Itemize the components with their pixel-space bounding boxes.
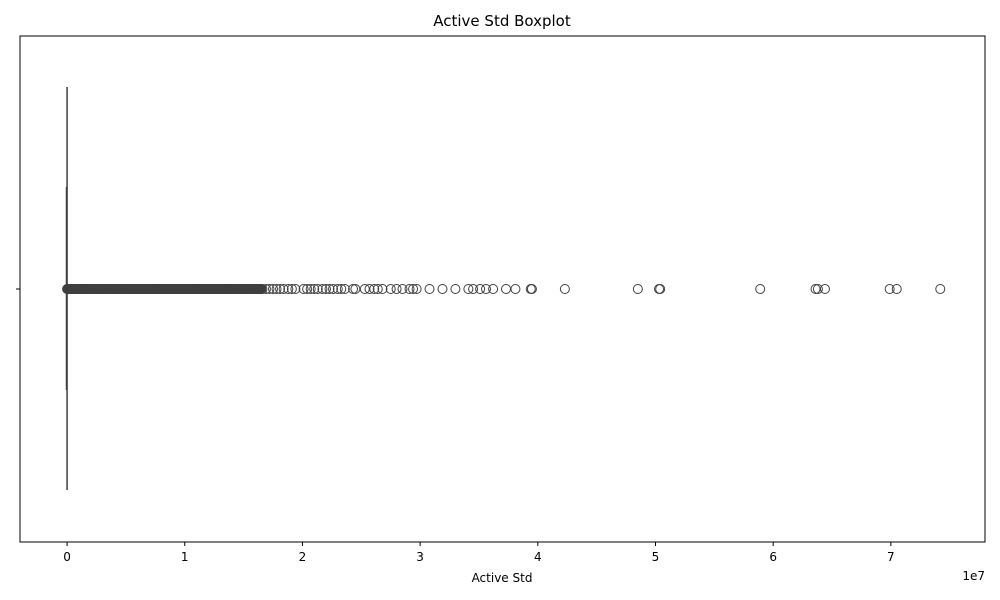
outlier-point: [275, 284, 286, 294]
outlier-point: [283, 284, 294, 294]
chart-title: Active Std Boxplot: [433, 12, 571, 30]
outlier-point: [655, 284, 666, 294]
outlier-point: [481, 284, 492, 294]
x-tick-label: 7: [887, 550, 895, 564]
outlier-point: [364, 284, 375, 294]
outlier-point: [260, 284, 271, 294]
outlier-point: [324, 284, 335, 294]
outlier-point: [278, 284, 289, 294]
outlier-point: [312, 284, 323, 294]
outlier-point: [348, 284, 359, 294]
x-axis-offset-text: 1e7: [962, 569, 985, 583]
outlier-point: [317, 284, 328, 294]
outlier-point: [369, 284, 380, 294]
outlier-point: [309, 284, 320, 294]
outlier-point: [408, 284, 419, 294]
outlier-point: [463, 284, 474, 294]
outlier-point: [286, 284, 297, 294]
outlier-point: [350, 284, 361, 294]
outlier-point: [404, 284, 415, 294]
outlier-point: [935, 284, 946, 294]
outlier-point: [328, 284, 339, 294]
x-tick-label: 2: [299, 550, 307, 564]
x-axis-ticks: 0 1 2 3 4 5 6 7: [63, 542, 895, 564]
outlier-point: [755, 284, 766, 294]
outlier-point: [810, 284, 821, 294]
outlier-point: [385, 284, 396, 294]
x-tick-label: 0: [63, 550, 71, 564]
outlier-point: [450, 284, 461, 294]
outlier-point: [812, 284, 823, 294]
outlier-point: [391, 284, 402, 294]
outlier-point: [475, 284, 486, 294]
outlier-point: [510, 284, 521, 294]
outlier-point: [468, 284, 479, 294]
outlier-point: [268, 284, 279, 294]
outlier-point: [891, 284, 902, 294]
outlier-point: [336, 284, 347, 294]
outlier-point: [526, 284, 537, 294]
outlier-point: [339, 284, 350, 294]
outlier-point: [437, 284, 448, 294]
outlier-point: [501, 284, 512, 294]
x-tick-label: 5: [652, 550, 660, 564]
outlier-point: [377, 284, 388, 294]
outlier-point: [302, 284, 313, 294]
x-tick-label: 4: [534, 550, 542, 564]
outlier-point: [305, 284, 316, 294]
x-axis-label: Active Std: [472, 571, 533, 585]
outlier-point: [257, 284, 268, 294]
outlier-point: [819, 284, 830, 294]
outlier-point: [397, 284, 408, 294]
outlier-point: [320, 284, 331, 294]
outlier-point: [488, 284, 499, 294]
outlier-point: [290, 284, 301, 294]
outlier-point: [411, 284, 422, 294]
outlier-point: [884, 284, 895, 294]
outlier-point: [271, 284, 282, 294]
outlier-point: [424, 284, 435, 294]
x-tick-label: 6: [769, 550, 777, 564]
outlier-point: [559, 284, 570, 294]
outlier-point: [264, 284, 275, 294]
outlier-layer: [62, 284, 946, 294]
x-tick-label: 1: [181, 550, 189, 564]
outlier-point: [332, 284, 343, 294]
x-tick-label: 3: [416, 550, 424, 564]
outlier-point: [298, 284, 309, 294]
outlier-point: [632, 284, 643, 294]
outlier-point: [372, 284, 383, 294]
